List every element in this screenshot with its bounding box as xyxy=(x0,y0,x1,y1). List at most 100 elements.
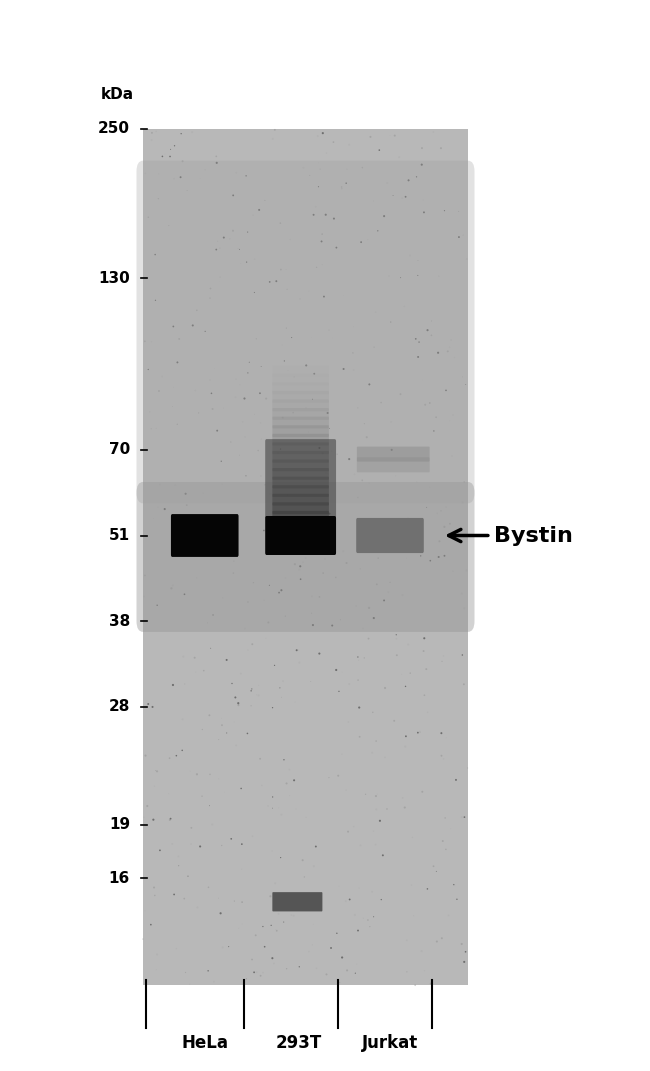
Point xyxy=(291,642,302,659)
Point xyxy=(450,877,460,894)
Point xyxy=(459,473,469,491)
Point xyxy=(146,420,157,437)
FancyBboxPatch shape xyxy=(272,374,329,386)
Point xyxy=(438,647,448,664)
Point xyxy=(439,202,450,220)
Point xyxy=(274,799,284,816)
Point xyxy=(324,321,334,338)
Point xyxy=(307,617,318,634)
Point xyxy=(395,269,406,286)
Point xyxy=(267,699,278,716)
Point xyxy=(211,154,222,171)
Text: 250: 250 xyxy=(98,121,130,136)
Point xyxy=(201,532,211,549)
Point xyxy=(244,353,255,371)
FancyBboxPatch shape xyxy=(272,892,322,911)
Point xyxy=(165,148,176,165)
Point xyxy=(433,344,443,361)
Point xyxy=(334,877,345,894)
Point xyxy=(326,939,336,956)
Point xyxy=(280,607,291,624)
Point xyxy=(376,394,386,411)
Point xyxy=(425,553,436,570)
FancyBboxPatch shape xyxy=(272,434,329,446)
Point xyxy=(372,223,383,240)
Point xyxy=(294,654,304,672)
Point xyxy=(150,778,160,795)
Point xyxy=(252,964,262,981)
Point xyxy=(459,953,469,970)
Point xyxy=(320,550,330,568)
Point xyxy=(333,683,344,700)
Point xyxy=(385,574,395,591)
Point xyxy=(207,401,218,418)
Point xyxy=(457,647,467,664)
Point xyxy=(222,651,232,668)
Point xyxy=(350,965,361,982)
Point xyxy=(255,384,265,402)
Point xyxy=(150,887,160,904)
Point xyxy=(255,750,265,767)
Point xyxy=(327,330,337,347)
Point xyxy=(314,439,324,456)
Point xyxy=(207,816,217,833)
Point xyxy=(375,812,385,829)
Point xyxy=(204,797,214,814)
Point xyxy=(164,812,175,829)
Point xyxy=(459,676,469,693)
Point xyxy=(289,772,299,789)
Point xyxy=(322,405,333,422)
Point xyxy=(216,453,226,470)
Point xyxy=(363,630,374,647)
Point xyxy=(152,763,162,780)
Point xyxy=(374,141,385,159)
Point xyxy=(373,549,384,567)
Point xyxy=(343,713,354,730)
Point xyxy=(172,353,183,371)
Point xyxy=(247,951,257,968)
Point xyxy=(299,869,309,886)
Point xyxy=(448,407,458,424)
Point xyxy=(181,497,192,514)
Point xyxy=(420,396,430,413)
Point xyxy=(315,900,326,917)
Point xyxy=(394,149,404,166)
Point xyxy=(376,532,386,549)
Point xyxy=(216,716,227,734)
Point xyxy=(171,940,181,957)
Point xyxy=(186,835,196,853)
Point xyxy=(426,975,436,992)
Point xyxy=(382,800,392,817)
Point xyxy=(164,785,174,802)
Point xyxy=(176,168,186,185)
Point xyxy=(419,630,430,647)
Point xyxy=(443,907,454,924)
Point xyxy=(361,428,372,446)
Text: 38: 38 xyxy=(109,614,130,629)
Point xyxy=(237,861,247,878)
Point xyxy=(148,811,159,828)
Point xyxy=(335,612,346,629)
Point xyxy=(270,875,280,892)
FancyBboxPatch shape xyxy=(272,425,329,437)
Point xyxy=(255,467,266,484)
Point xyxy=(318,531,329,548)
Point xyxy=(294,561,305,578)
Point xyxy=(170,477,180,494)
Point xyxy=(259,938,270,955)
Point xyxy=(179,890,189,907)
Point xyxy=(168,577,178,594)
Point xyxy=(400,678,411,695)
Point xyxy=(276,261,286,278)
Point xyxy=(413,724,423,741)
Point xyxy=(331,662,341,679)
Point xyxy=(204,707,214,724)
Point xyxy=(168,379,179,396)
Point xyxy=(179,676,190,693)
Point xyxy=(317,256,328,273)
Point xyxy=(210,534,220,552)
Point xyxy=(300,549,311,567)
Point xyxy=(268,131,278,148)
Point xyxy=(153,499,163,516)
FancyBboxPatch shape xyxy=(272,399,329,411)
